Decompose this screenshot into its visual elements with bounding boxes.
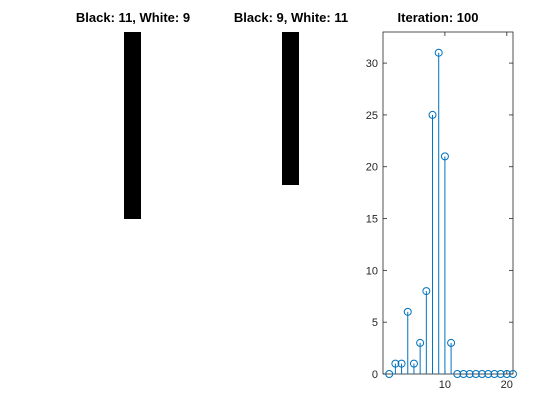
stem-marker <box>428 110 437 119</box>
stem-marker <box>471 370 480 378</box>
stem-marker <box>502 370 511 378</box>
panel-1-column <box>124 32 141 372</box>
column-cell <box>282 355 299 372</box>
stem-marker <box>490 370 499 378</box>
column-cell <box>124 253 141 270</box>
column-cell <box>124 355 141 372</box>
column-cell <box>124 100 141 117</box>
column-cell <box>124 219 141 236</box>
y-tick-label: 10 <box>366 265 378 277</box>
stem-marker <box>409 359 418 368</box>
column-cell <box>282 151 299 168</box>
stem-marker <box>447 338 456 347</box>
panel-1-title: Black: 11, White: 9 <box>75 10 191 25</box>
column-cell <box>282 338 299 355</box>
y-tick-label: 30 <box>366 58 378 70</box>
column-cell <box>124 287 141 304</box>
chart-title: Iteration: 100 <box>397 10 479 25</box>
stem-marker <box>496 370 505 378</box>
column-cell <box>282 49 299 66</box>
column-cell <box>124 83 141 100</box>
panel-2-column <box>282 32 299 372</box>
y-tick-label: 25 <box>366 110 378 122</box>
stem-marker <box>478 370 487 378</box>
column-cell <box>124 49 141 66</box>
column-cell <box>124 270 141 287</box>
stem-marker <box>484 370 493 378</box>
stem-marker <box>465 370 474 378</box>
stem-marker <box>509 370 517 378</box>
column-cell <box>124 66 141 83</box>
column-cell <box>124 202 141 219</box>
x-tick-label: 10 <box>439 379 451 391</box>
column-cell <box>282 100 299 117</box>
stem-marker <box>434 48 443 57</box>
column-cell <box>124 168 141 185</box>
column-cell <box>124 304 141 321</box>
stem-marker <box>422 287 431 296</box>
column-cell <box>124 321 141 338</box>
y-tick-label: 5 <box>372 317 378 329</box>
stem-marker <box>416 338 425 347</box>
column-cell <box>282 270 299 287</box>
column-cell <box>282 253 299 270</box>
column-cell <box>282 321 299 338</box>
stem-marker <box>403 307 412 316</box>
column-cell <box>282 168 299 185</box>
column-cell <box>282 202 299 219</box>
column-cell <box>124 338 141 355</box>
stem-marker <box>453 370 462 378</box>
column-cell <box>124 117 141 134</box>
column-cell <box>124 32 141 49</box>
y-tick-label: 20 <box>366 162 378 174</box>
panel-2-title: Black: 9, White: 11 <box>233 10 349 25</box>
column-cell <box>282 185 299 202</box>
column-cell <box>282 66 299 83</box>
column-cell <box>282 287 299 304</box>
column-cell <box>282 83 299 100</box>
column-cell <box>282 304 299 321</box>
stem-marker <box>397 359 406 368</box>
plot-axes-box <box>382 31 514 375</box>
column-cell <box>282 117 299 134</box>
column-cell <box>282 236 299 253</box>
column-cell <box>124 134 141 151</box>
column-cell <box>124 185 141 202</box>
x-tick-label: 20 <box>501 379 513 391</box>
y-tick-label: 15 <box>366 214 378 226</box>
stem-marker <box>459 370 468 378</box>
column-cell <box>282 32 299 49</box>
y-tick-label: 0 <box>372 369 378 381</box>
column-cell <box>124 236 141 253</box>
column-cell <box>124 151 141 168</box>
stem-marker <box>385 370 394 378</box>
column-cell <box>282 219 299 236</box>
stem-marker <box>440 152 449 161</box>
column-cell <box>282 134 299 151</box>
stem-marker <box>391 359 400 368</box>
